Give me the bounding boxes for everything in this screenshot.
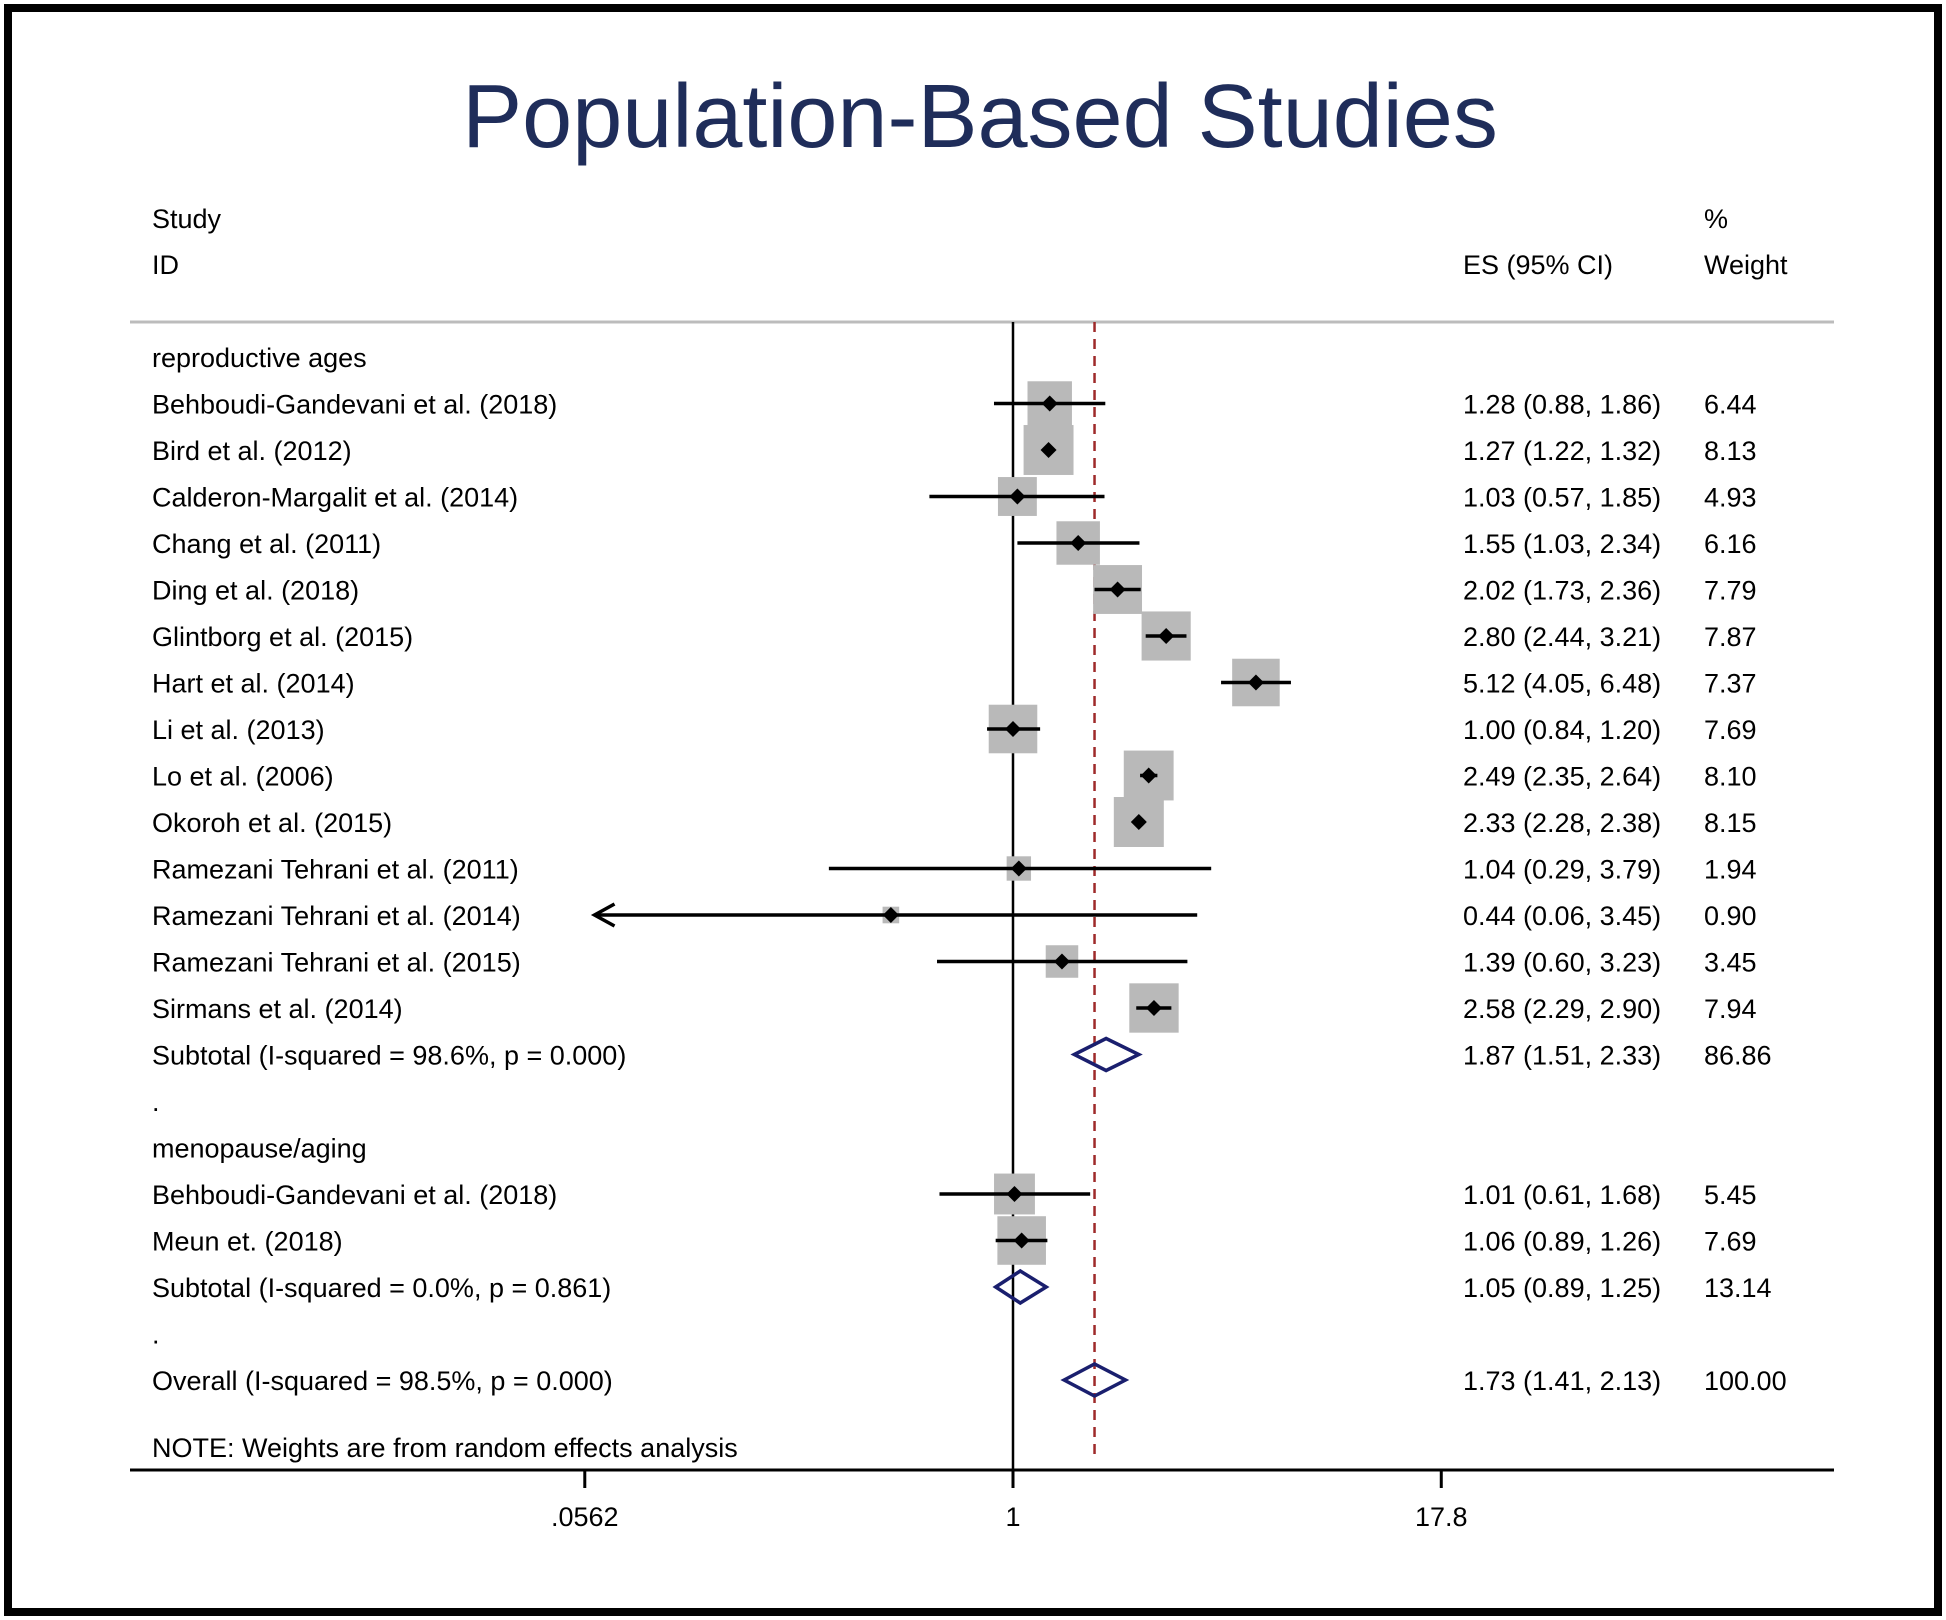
point-estimate-3 <box>1009 488 1026 505</box>
weight-6: 7.87 <box>1704 622 1757 652</box>
es-ci-9: 2.49 (2.35, 2.64) <box>1463 762 1661 792</box>
subtotal-label-15: Subtotal (I-squared = 98.6%, p = 0.000) <box>152 1041 626 1071</box>
point-estimate-6 <box>1158 628 1175 644</box>
weight-19: 7.69 <box>1704 1227 1757 1257</box>
weight-11: 1.94 <box>1704 855 1757 885</box>
point-estimate-9 <box>1140 767 1157 784</box>
study-label-3: Calderon-Margalit et al. (2014) <box>152 483 518 513</box>
study-label-18: Behboudi-Gandevani et al. (2018) <box>152 1180 557 1210</box>
point-estimate-1 <box>1041 395 1058 412</box>
chart-title: Population-Based Studies <box>462 67 1498 167</box>
weight-7: 7.37 <box>1704 669 1757 699</box>
weight-22: 100.00 <box>1704 1366 1787 1396</box>
point-estimate-18 <box>1006 1186 1023 1202</box>
es-ci-8: 1.00 (0.84, 1.20) <box>1463 715 1661 745</box>
es-ci-7: 5.12 (4.05, 6.48) <box>1463 669 1661 699</box>
weight-18: 5.45 <box>1704 1180 1757 1210</box>
study-label-2: Bird et al. (2012) <box>152 436 352 466</box>
subtotal-diamond-15 <box>1070 1036 1143 1073</box>
spacer-label-16: . <box>152 1087 160 1117</box>
es-ci-20: 1.05 (0.89, 1.25) <box>1463 1273 1661 1303</box>
weight-13: 3.45 <box>1704 948 1757 978</box>
point-estimate-11 <box>1010 860 1027 877</box>
axis-layer: .0562 1 17.8 <box>551 1470 1468 1532</box>
group-label-0: reproductive ages <box>152 343 367 373</box>
weight-12: 0.90 <box>1704 901 1757 931</box>
frame-border <box>4 4 1942 1616</box>
header-id: ID <box>152 250 179 280</box>
x-tick-label-0: .0562 <box>551 1502 619 1532</box>
x-tick-label-2: 17.8 <box>1415 1502 1468 1532</box>
header-weight: Weight <box>1704 250 1788 280</box>
es-ci-11: 1.04 (0.29, 3.79) <box>1463 855 1661 885</box>
study-label-10: Okoroh et al. (2015) <box>152 808 392 838</box>
es-ci-12: 0.44 (0.06, 3.45) <box>1463 901 1661 931</box>
es-ci-18: 1.01 (0.61, 1.68) <box>1463 1180 1661 1210</box>
study-label-8: Li et al. (2013) <box>152 715 325 745</box>
es-ci-14: 2.58 (2.29, 2.90) <box>1463 994 1661 1024</box>
es-ci-2: 1.27 (1.22, 1.32) <box>1463 436 1661 466</box>
es-ci-10: 2.33 (2.28, 2.38) <box>1463 808 1661 838</box>
weight-10: 8.15 <box>1704 808 1757 838</box>
study-label-14: Sirmans et al. (2014) <box>152 994 403 1024</box>
subtotal-label-20: Subtotal (I-squared = 0.0%, p = 0.861) <box>152 1273 611 1303</box>
study-label-1: Behboudi-Gandevani et al. (2018) <box>152 390 557 420</box>
es-ci-6: 2.80 (2.44, 3.21) <box>1463 622 1661 652</box>
es-ci-1: 1.28 (0.88, 1.86) <box>1463 390 1661 420</box>
point-estimate-14 <box>1145 1000 1162 1016</box>
es-ci-19: 1.06 (0.89, 1.26) <box>1463 1227 1661 1257</box>
weight-14: 7.94 <box>1704 994 1757 1024</box>
ci-arrow-left-icon-12 <box>590 902 616 928</box>
header-study: Study <box>152 204 222 234</box>
study-label-9: Lo et al. (2006) <box>152 762 334 792</box>
header-percent: % <box>1704 204 1728 234</box>
weight-20: 13.14 <box>1704 1273 1772 1303</box>
es-ci-4: 1.55 (1.03, 2.34) <box>1463 529 1661 559</box>
study-label-12: Ramezani Tehrani et al. (2014) <box>152 901 521 931</box>
es-ci-5: 2.02 (1.73, 2.36) <box>1463 576 1661 606</box>
weight-4: 6.16 <box>1704 529 1757 559</box>
point-estimate-19 <box>1013 1232 1030 1249</box>
footnote: NOTE: Weights are from random effects an… <box>152 1433 738 1463</box>
weight-5: 7.79 <box>1704 576 1757 606</box>
es-ci-13: 1.39 (0.60, 3.23) <box>1463 948 1661 978</box>
rows-layer: reproductive ages Behboudi-Gandevani et a… <box>152 343 1787 1396</box>
point-estimate-7 <box>1247 674 1264 691</box>
study-label-4: Chang et al. (2011) <box>152 529 381 559</box>
group-label-17: menopause/aging <box>152 1134 367 1164</box>
subtotal-diamond-20 <box>992 1268 1050 1306</box>
weight-1: 6.44 <box>1704 390 1757 420</box>
es-ci-15: 1.87 (1.51, 2.33) <box>1463 1041 1661 1071</box>
point-estimate-8 <box>1005 721 1021 737</box>
weight-15: 86.86 <box>1704 1041 1772 1071</box>
weight-8: 7.69 <box>1704 715 1757 745</box>
es-ci-22: 1.73 (1.41, 2.13) <box>1463 1366 1661 1396</box>
weight-9: 8.10 <box>1704 762 1757 792</box>
point-estimate-12 <box>882 907 899 923</box>
x-tick-label-1: 1 <box>1005 1502 1020 1532</box>
overall-label-22: Overall (I-squared = 98.5%, p = 0.000) <box>152 1366 613 1396</box>
overall-diamond-22 <box>1060 1362 1130 1398</box>
study-label-5: Ding et al. (2018) <box>152 576 359 606</box>
study-label-11: Ramezani Tehrani et al. (2011) <box>152 855 519 885</box>
point-estimate-13 <box>1053 953 1070 970</box>
plot-layer <box>590 322 1291 1470</box>
point-estimate-5 <box>1109 581 1126 598</box>
es-ci-3: 1.03 (0.57, 1.85) <box>1463 483 1661 513</box>
weight-3: 4.93 <box>1704 483 1757 513</box>
spacer-label-21: . <box>152 1320 160 1350</box>
header-es: ES (95% CI) <box>1463 250 1613 280</box>
study-label-6: Glintborg et al. (2015) <box>152 622 413 652</box>
study-label-13: Ramezani Tehrani et al. (2015) <box>152 948 521 978</box>
weight-2: 8.13 <box>1704 436 1757 466</box>
point-estimate-4 <box>1070 535 1087 551</box>
study-label-7: Hart et al. (2014) <box>152 669 355 699</box>
point-estimate-10 <box>1130 814 1147 830</box>
study-label-19: Meun et. (2018) <box>152 1227 343 1257</box>
point-estimate-2 <box>1040 442 1057 458</box>
